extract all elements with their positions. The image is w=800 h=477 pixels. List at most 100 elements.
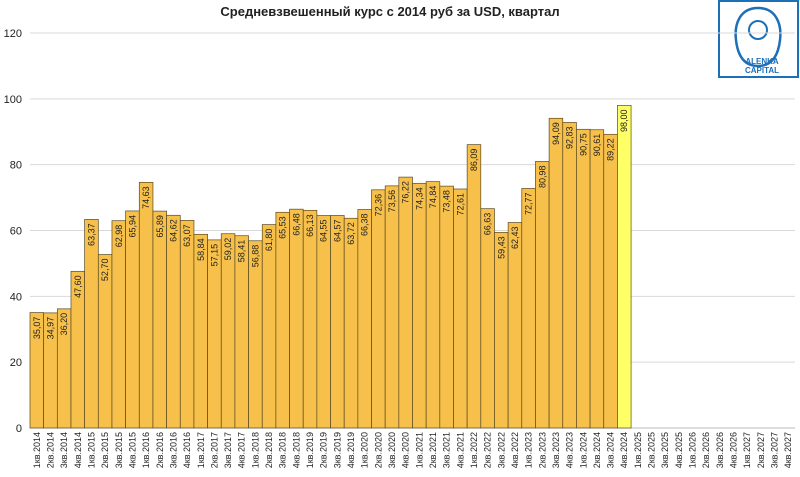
bar xyxy=(248,240,263,429)
value-label: 74,84 xyxy=(428,186,438,209)
x-tick-label: 2кв.2020 xyxy=(373,432,383,468)
value-label: 73,56 xyxy=(387,190,397,213)
logo: ALENKA CAPITAL xyxy=(718,0,799,78)
x-tick-label: 2кв.2015 xyxy=(100,432,110,468)
value-label: 90,75 xyxy=(578,133,588,156)
value-label: 86,09 xyxy=(469,149,479,172)
value-label: 64,55 xyxy=(319,220,329,243)
value-label: 66,48 xyxy=(291,213,301,236)
x-tick-label: 3кв.2021 xyxy=(442,432,452,468)
x-tick-label: 1кв.2015 xyxy=(86,432,96,468)
x-tick-label: 4кв.2016 xyxy=(182,432,192,468)
y-tick-label: 100 xyxy=(4,94,22,106)
value-label: 98,00 xyxy=(619,109,629,132)
x-tick-label: 1кв.2027 xyxy=(742,432,752,468)
x-tick-label: 2кв.2021 xyxy=(428,432,438,468)
value-label: 59,02 xyxy=(223,238,233,261)
x-tick-label: 4кв.2018 xyxy=(291,432,301,468)
x-tick-label: 3кв.2025 xyxy=(660,432,670,468)
bar xyxy=(302,209,318,429)
x-tick-label: 3кв.2024 xyxy=(606,432,616,468)
x-tick-label: 3кв.2022 xyxy=(496,432,506,468)
value-label: 58,41 xyxy=(237,240,247,263)
x-tick-label: 4кв.2017 xyxy=(237,432,247,468)
y-tick-label: 120 xyxy=(4,28,22,40)
y-tick-label: 80 xyxy=(10,160,22,172)
bar xyxy=(562,122,577,429)
x-tick-label: 2кв.2019 xyxy=(319,432,329,468)
x-tick-label: 3кв.2020 xyxy=(387,432,397,468)
value-label: 57,15 xyxy=(209,244,219,267)
value-label: 65,53 xyxy=(278,216,288,239)
bar xyxy=(357,209,372,429)
bar xyxy=(316,215,331,429)
x-tick-label: 4кв.2026 xyxy=(729,432,739,468)
x-tick-label: 4кв.2021 xyxy=(455,432,465,468)
bar xyxy=(453,188,468,429)
bar xyxy=(234,235,249,429)
value-label: 34,97 xyxy=(45,317,55,340)
value-label: 72,77 xyxy=(524,192,534,215)
bar xyxy=(371,189,386,429)
bar xyxy=(480,208,495,429)
bar xyxy=(207,239,222,429)
bar xyxy=(603,133,618,429)
x-tick-label: 3кв.2014 xyxy=(59,432,69,468)
x-tick-label: 2кв.2014 xyxy=(45,432,55,468)
x-tick-label: 1кв.2017 xyxy=(196,432,206,468)
x-tick-label: 3кв.2017 xyxy=(223,432,233,468)
bar xyxy=(617,105,632,429)
x-tick-label: 1кв.2022 xyxy=(469,432,479,468)
value-label: 58,84 xyxy=(196,238,206,261)
x-tick-label: 1кв.2014 xyxy=(32,432,42,468)
bar xyxy=(125,210,140,429)
x-tick-label: 1кв.2024 xyxy=(578,432,588,468)
value-label: 63,07 xyxy=(182,224,192,247)
x-tick-label: 3кв.2026 xyxy=(715,432,725,468)
value-label: 62,98 xyxy=(114,225,124,248)
x-tick-label: 2кв.2025 xyxy=(647,432,657,468)
value-label: 76,22 xyxy=(401,181,411,204)
bar xyxy=(343,217,359,429)
value-label: 64,62 xyxy=(168,219,178,242)
bar xyxy=(535,161,550,429)
bar xyxy=(466,144,482,429)
x-tick-label: 4кв.2014 xyxy=(73,432,83,468)
value-label: 59,43 xyxy=(496,236,506,259)
x-tick-label: 1кв.2021 xyxy=(414,432,424,468)
x-tick-label: 1кв.2020 xyxy=(360,432,370,468)
logo-text: ALENKA xyxy=(745,57,779,66)
value-label: 64,57 xyxy=(332,219,342,242)
x-tick-label: 1кв.2019 xyxy=(305,432,315,468)
x-tick-label: 3кв.2023 xyxy=(551,432,561,468)
x-tick-label: 2кв.2023 xyxy=(537,432,547,468)
x-tick-label: 1кв.2016 xyxy=(141,432,151,468)
x-tick-label: 4кв.2025 xyxy=(674,432,684,468)
x-tick-label: 3кв.2015 xyxy=(114,432,124,468)
x-tick-label: 3кв.2018 xyxy=(278,432,288,468)
bar xyxy=(589,129,605,429)
x-tick-label: 2кв.2018 xyxy=(264,432,274,468)
bar xyxy=(166,214,181,429)
value-label: 66,63 xyxy=(483,213,493,236)
y-tick-label: 20 xyxy=(10,357,22,369)
bar xyxy=(507,222,523,429)
bar xyxy=(261,224,277,429)
value-label: 66,13 xyxy=(305,214,315,237)
x-tick-label: 2кв.2017 xyxy=(209,432,219,468)
x-tick-label: 4кв.2020 xyxy=(401,432,411,468)
value-label: 62,43 xyxy=(510,227,520,250)
x-tick-label: 2кв.2016 xyxy=(155,432,165,468)
bar xyxy=(220,233,236,429)
value-label: 66,38 xyxy=(360,213,370,236)
x-tick-label: 4кв.2027 xyxy=(783,432,793,468)
value-label: 52,70 xyxy=(100,259,110,282)
bar xyxy=(111,220,126,429)
x-tick-label: 3кв.2019 xyxy=(332,432,342,468)
value-label: 74,63 xyxy=(141,186,151,209)
value-label: 80,98 xyxy=(537,165,547,188)
x-tick-label: 2кв.2026 xyxy=(701,432,711,468)
bar xyxy=(152,210,167,429)
value-label: 74,34 xyxy=(414,187,424,210)
